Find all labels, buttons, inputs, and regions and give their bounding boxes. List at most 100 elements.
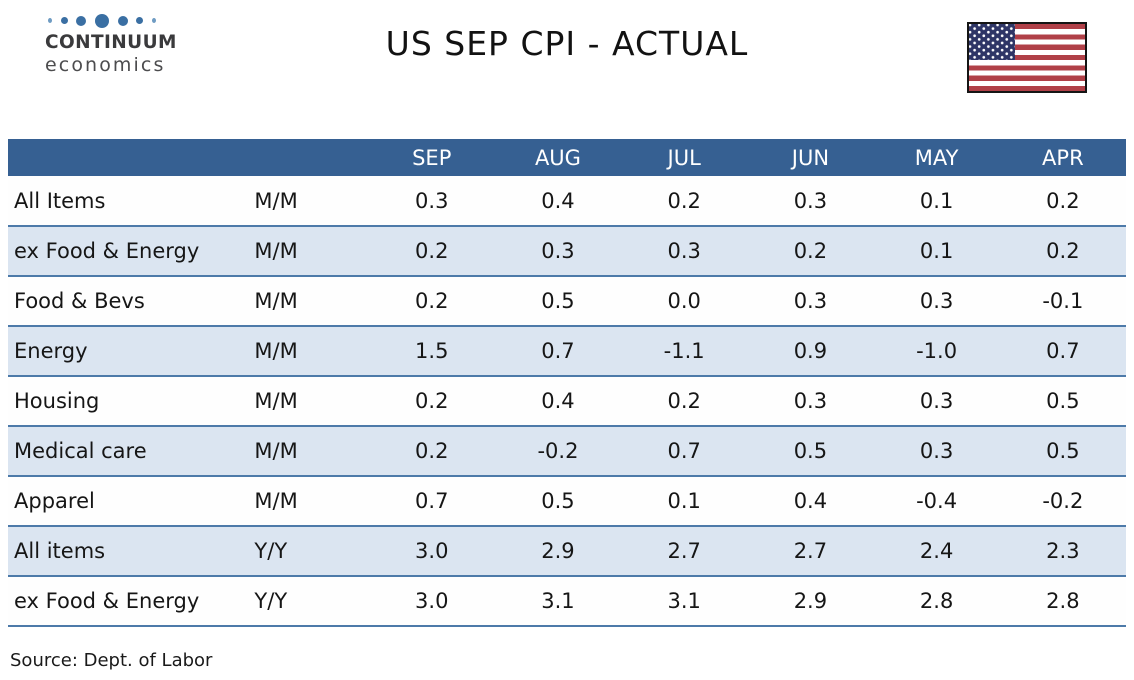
row-basis: M/M — [254, 188, 298, 213]
column-header-jul: JUL — [667, 145, 701, 170]
value-cell: 2.9 — [541, 539, 575, 563]
logo-dots-icon — [45, 13, 159, 28]
value-cell: 3.0 — [415, 539, 449, 563]
row-label: Medical care — [14, 439, 147, 463]
logo-dot — [48, 18, 52, 23]
value-cell: 0.7 — [415, 489, 449, 513]
value-cell: 2.4 — [919, 539, 954, 563]
row-label: ex Food & Energy — [14, 239, 200, 263]
logo-dot — [117, 15, 128, 26]
row-basis: M/M — [254, 339, 298, 363]
value-cell: 0.2 — [415, 389, 449, 413]
value-cell: -0.2 — [537, 439, 579, 463]
value-cell: 0.0 — [667, 289, 701, 313]
value-cell: 0.5 — [1046, 389, 1080, 413]
column-header-jun: JUN — [791, 145, 830, 170]
value-cell: 0.4 — [793, 489, 828, 513]
value-cell: 0.2 — [667, 188, 701, 213]
value-cell: 1.5 — [415, 339, 449, 363]
row-basis: M/M — [254, 489, 298, 513]
row-label: ex Food & Energy — [14, 589, 200, 613]
value-cell: 0.2 — [1046, 188, 1080, 213]
value-cell: 3.1 — [541, 589, 575, 613]
table-row: Energy M/M 1.5 0.7 -1.1 0.9 -1.0 0.7 — [8, 326, 1126, 376]
value-cell: -0.1 — [1042, 289, 1084, 313]
value-cell: 3.1 — [667, 589, 701, 613]
value-cell: 0.7 — [667, 439, 701, 463]
value-cell: 0.5 — [793, 439, 828, 463]
row-basis: M/M — [254, 239, 298, 263]
logo-dot — [76, 15, 87, 26]
value-cell: 0.5 — [541, 489, 575, 513]
logo-wordmark: CONTINUUM — [45, 32, 177, 53]
table-row: ex Food & Energy Y/Y 3.0 3.1 3.1 2.9 2.8 2.8 — [8, 576, 1126, 626]
value-cell: 0.2 — [415, 289, 449, 313]
logo-dot — [94, 13, 109, 28]
row-basis: M/M — [254, 439, 298, 463]
row-label: Food & Bevs — [14, 289, 145, 313]
column-header-sep: SEP — [412, 145, 452, 170]
value-cell: 0.1 — [919, 188, 954, 213]
value-cell: 0.3 — [793, 289, 828, 313]
value-cell: 0.3 — [415, 188, 449, 213]
value-cell: 0.3 — [919, 289, 954, 313]
label-column-header — [8, 139, 248, 176]
value-cell: 0.3 — [541, 239, 575, 263]
value-cell: 0.2 — [415, 439, 449, 463]
table-row: All Items M/M 0.3 0.4 0.2 0.3 0.1 0.2 — [8, 176, 1126, 226]
flag-canton-stars — [969, 24, 1015, 61]
row-label: All Items — [14, 188, 106, 213]
value-cell: 2.7 — [667, 539, 701, 563]
value-cell: 2.3 — [1046, 539, 1080, 563]
value-cell: 0.2 — [667, 389, 701, 413]
source-note: Source: Dept. of Labor — [10, 650, 213, 671]
value-cell: 2.8 — [1046, 589, 1080, 613]
value-cell: 0.2 — [415, 239, 449, 263]
value-cell: 0.3 — [667, 239, 701, 263]
row-label: Energy — [14, 339, 88, 363]
basis-column-header — [248, 139, 368, 176]
row-basis: M/M — [254, 289, 298, 313]
table-header-row: SEP AUG JUL JUN MAY APR — [8, 139, 1126, 176]
value-cell: 0.4 — [541, 389, 575, 413]
value-cell: -1.1 — [663, 339, 705, 363]
value-cell: 0.5 — [541, 289, 575, 313]
logo-dot — [60, 17, 68, 24]
value-cell: 0.9 — [793, 339, 828, 363]
row-basis: M/M — [254, 389, 298, 413]
page-title: US SEP CPI - ACTUAL — [385, 24, 749, 63]
value-cell: -0.4 — [916, 489, 958, 513]
row-label: All items — [14, 539, 106, 563]
value-cell: 0.5 — [1046, 439, 1080, 463]
us-flag-icon — [967, 22, 1087, 93]
value-cell: 0.2 — [793, 239, 828, 263]
table-row: Medical care M/M 0.2 -0.2 0.7 0.5 0.3 0.5 — [8, 426, 1126, 476]
value-cell: 2.9 — [793, 589, 828, 613]
row-label: Housing — [14, 389, 100, 413]
row-basis: Y/Y — [254, 539, 288, 563]
logo-dot — [136, 17, 144, 24]
table-row: Apparel M/M 0.7 0.5 0.1 0.4 -0.4 -0.2 — [8, 476, 1126, 526]
value-cell: 0.2 — [1046, 239, 1080, 263]
value-cell: -0.2 — [1042, 489, 1084, 513]
row-label: Apparel — [14, 489, 95, 513]
value-cell: 3.0 — [415, 589, 449, 613]
value-cell: 2.8 — [919, 589, 954, 613]
column-header-may: MAY — [914, 145, 959, 170]
continuum-logo: CONTINUUM economics — [45, 13, 177, 76]
value-cell: 0.4 — [541, 188, 575, 213]
value-cell: 0.1 — [919, 239, 954, 263]
value-cell: -1.0 — [916, 339, 958, 363]
column-header-apr: APR — [1042, 145, 1084, 170]
value-cell: 0.7 — [1046, 339, 1080, 363]
table-row: All items Y/Y 3.0 2.9 2.7 2.7 2.4 2.3 — [8, 526, 1126, 576]
logo-dot — [151, 18, 156, 23]
row-basis: Y/Y — [254, 589, 288, 613]
column-header-aug: AUG — [534, 145, 581, 170]
cpi-table: SEP AUG JUL JUN MAY APR All Items M/M 0.3 0.4 0.2… — [8, 139, 1126, 627]
value-cell: 0.7 — [541, 339, 575, 363]
logo-tagline: economics — [45, 54, 166, 76]
value-cell: 0.3 — [793, 389, 828, 413]
value-cell: 0.3 — [919, 389, 954, 413]
